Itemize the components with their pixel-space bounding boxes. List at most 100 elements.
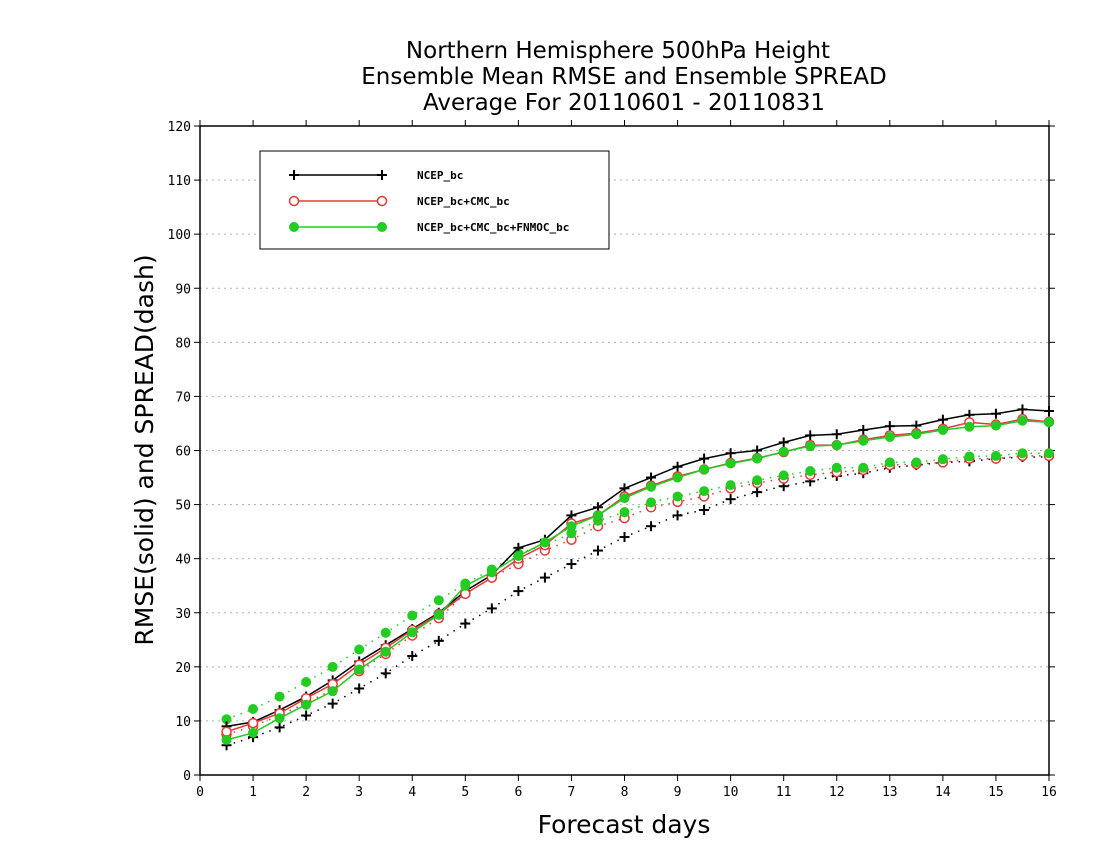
legend-marker [376,195,388,207]
y-tick-label: 20 [175,661,191,676]
data-point [486,567,497,578]
data-point [1044,417,1054,428]
x-tick-label: 15 [988,785,1004,800]
data-point [380,668,391,679]
legend-entry-ncep-bc-cmc-bc-fnmoc-bc: NCEP_bc+CMC_bc+FNMOC_bc [289,221,569,234]
data-point [301,676,312,687]
data-point [1017,415,1028,426]
data-point [433,635,444,646]
y-tick-label: 120 [168,120,191,135]
y-tick-label: 50 [175,499,191,514]
data-point [805,430,816,441]
y-tick-label: 80 [175,336,191,351]
data-point [937,454,948,465]
data-point [407,627,418,638]
data-point [248,727,259,738]
legend-entry-ncep-bc-cmc-bc: NCEP_bc+CMC_bc [288,195,510,208]
grid-lines [200,179,1049,722]
data-point [884,421,895,432]
legend-label: NCEP_bc+CMC_bc+FNMOC_bc [417,221,569,234]
data-point [539,537,550,548]
data-point [964,451,975,462]
data-point [274,713,285,724]
data-point [539,572,550,583]
data-point [752,453,763,464]
series-line-rmse-ncep-bc-cmc-bc [226,418,1050,733]
data-point [513,550,524,561]
legend-marker [289,222,299,232]
data-point [486,603,497,614]
data-point [1017,448,1028,459]
legend-label: NCEP_bc+CMC_bc [417,195,510,208]
data-point [858,462,869,473]
legend: NCEP_bc NCEP_bc+CMC_bc NCEP_bc+CMC_bc+FNMO… [259,150,610,250]
data-point [433,595,444,606]
data-point [778,437,789,448]
x-tick-label: 7 [568,785,576,800]
chart-title-line-1: Northern Hemisphere 500hPa Height [406,38,830,64]
y-tick-label: 10 [175,715,191,730]
data-point [778,446,789,457]
data-point [884,457,895,468]
data-point [407,651,418,662]
data-point [805,441,816,452]
data-point [1044,406,1054,417]
data-point [619,493,630,504]
data-point [274,722,285,733]
data-point [937,414,948,425]
x-tick-label: 10 [723,785,739,800]
data-point [247,717,259,729]
chart-title-line-3: Average For 20110601 - 20110831 [423,90,825,116]
data-point [646,497,657,508]
data-point [566,521,577,532]
data-point [990,450,1001,461]
data-point [672,510,683,521]
series-line-rmse-ncep-bc [226,408,1050,728]
data-point [354,664,365,675]
data-point [672,491,683,502]
data-point [619,532,630,543]
data-point [248,704,259,715]
data-point [354,644,365,655]
data-point [725,494,736,505]
y-tick-label: 60 [175,445,191,460]
data-point [858,424,869,435]
data-point [990,420,1001,431]
data-point [672,461,683,472]
legend-entry-ncep-bc: NCEP_bc [289,169,463,182]
data-point [805,466,816,477]
data-point [778,470,789,481]
data-point [725,480,736,491]
data-point [911,429,922,440]
x-tick-label: 3 [355,785,363,800]
x-tick-label: 12 [829,785,845,800]
y-tick-label: 90 [175,282,191,297]
series-rmse-ncep-bc-cmc-bc-fnmoc-bc [221,415,1054,745]
data-point [592,510,603,521]
data-point [646,521,657,532]
data-point [937,424,948,435]
data-point [301,710,312,721]
series-rmse-ncep-bc-cmc-bc [221,413,1055,737]
data-point [1017,404,1028,415]
data-point [990,408,1001,419]
data-point [699,486,710,497]
x-tick-label: 11 [776,785,792,800]
x-tick-label: 4 [408,785,416,800]
x-axis-label: Forecast days [538,810,711,839]
data-point [831,429,842,440]
series-spread-ncep-bc-cmc-bc-fnmoc-bc [221,448,1054,725]
data-point [831,440,842,451]
x-tick-label: 13 [882,785,898,800]
y-axis-label: RMSE(solid) and SPREAD(dash) [130,254,159,645]
x-tick-label: 6 [514,785,522,800]
data-point [354,683,365,694]
y-tick-label: 30 [175,607,191,622]
data-point [1044,448,1054,459]
data-point [380,646,391,657]
series-spread-ncep-bc [221,451,1054,751]
data-point [327,698,338,709]
data-point [964,421,975,432]
data-point [699,464,710,475]
